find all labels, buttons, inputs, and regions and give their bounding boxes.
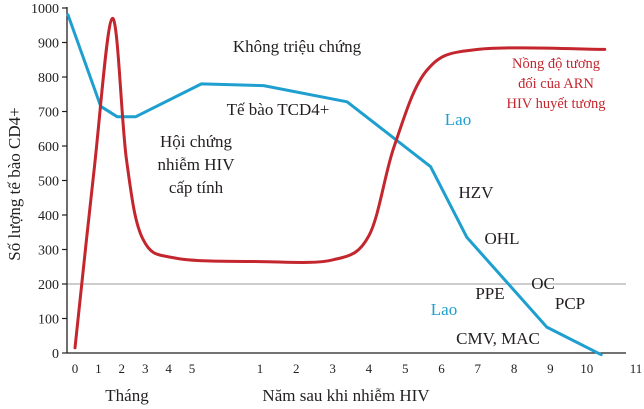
y-tick-label: 1000 — [31, 2, 59, 17]
annotation-oc: OC — [531, 274, 555, 293]
annotation-rna-line2: đối của ARN — [518, 76, 594, 92]
x-tick-label-year: 10 — [580, 361, 593, 376]
annotation-rna-line1: Nồng độ tương — [512, 56, 600, 72]
x-tick-label-year: 4 — [366, 361, 373, 376]
x-axis-label-months: Tháng — [105, 386, 149, 405]
annotation-lao-lower: Lao — [431, 300, 457, 319]
x-tick-label-year: 9 — [547, 361, 554, 376]
x-tick-label-year: 5 — [402, 361, 409, 376]
annotation-rna-line3: HIV huyết tương — [506, 96, 605, 112]
x-tick-label-month: 2 — [119, 361, 126, 376]
annotation-lao-upper: Lao — [445, 110, 471, 129]
annotation-asymptomatic: Không triệu chứng — [233, 37, 362, 56]
y-tick-label: 300 — [38, 244, 59, 259]
series-line-hiv-rna — [73, 16, 607, 350]
y-tick-label: 800 — [38, 71, 59, 86]
y-axis-label: Số lượng tế bào CD4+ — [5, 107, 24, 260]
annotation-acute-line3: cấp tính — [169, 178, 224, 197]
x-tick-label-year: 2 — [293, 361, 300, 376]
x-tick-label-year: 8 — [511, 361, 518, 376]
x-tick-label-year: 6 — [438, 361, 445, 376]
y-tick-label: 500 — [38, 175, 59, 190]
annotation-ohl: OHL — [485, 229, 520, 248]
y-tick-label: 900 — [38, 37, 59, 52]
x-tick-label-month: 5 — [189, 361, 196, 376]
annotation-cmv-mac: CMV, MAC — [456, 329, 540, 348]
x-tick-label-year: 7 — [475, 361, 482, 376]
y-tick-label: 100 — [38, 313, 59, 328]
x-tick-label-month: 4 — [165, 361, 172, 376]
annotation-hzv: HZV — [459, 183, 495, 202]
x-tick-label-year: 3 — [329, 361, 336, 376]
annotation-cd4-label: Tế bào TCD4+ — [227, 100, 330, 119]
annotation-acute-line2: nhiễm HIV — [158, 155, 236, 174]
y-tick-label: 0 — [52, 347, 59, 362]
annotation-acute-line1: Hội chứng — [160, 132, 233, 151]
y-tick-label: 400 — [38, 209, 59, 224]
y-tick-label: 600 — [38, 140, 59, 155]
series-line-cd4 — [66, 13, 603, 357]
x-tick-label-month: 3 — [142, 361, 149, 376]
x-axis-label-years: Năm sau khi nhiễm HIV — [262, 386, 430, 405]
x-tick-label-year: 11 — [630, 361, 643, 376]
y-tick-label: 200 — [38, 278, 59, 293]
y-tick-label: 700 — [38, 106, 59, 121]
x-tick-label-year: 1 — [257, 361, 264, 376]
x-tick-label-month: 0 — [72, 361, 79, 376]
annotation-ppe: PPE — [475, 284, 504, 303]
x-tick-label-month: 1 — [95, 361, 102, 376]
annotation-pcp: PCP — [555, 294, 585, 313]
